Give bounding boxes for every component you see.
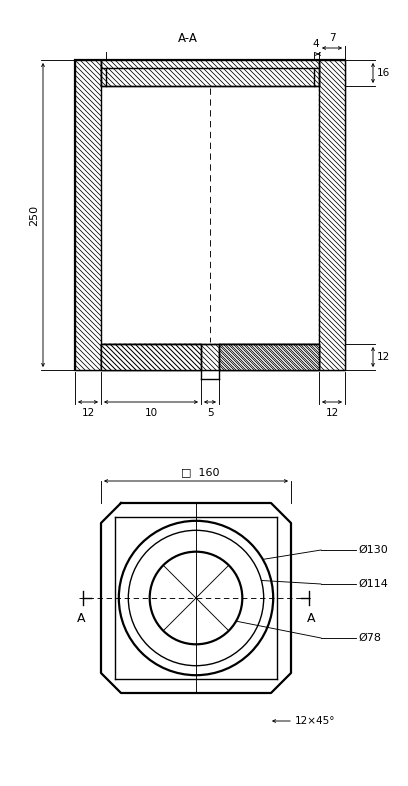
- Bar: [101, 60, 319, 86]
- Text: 7: 7: [329, 33, 335, 43]
- Bar: [319, 60, 345, 370]
- Text: A-A: A-A: [178, 31, 198, 45]
- Bar: [101, 344, 201, 370]
- Text: 12: 12: [325, 408, 339, 418]
- Text: Ø114: Ø114: [358, 579, 388, 589]
- Text: 250: 250: [29, 204, 39, 226]
- Bar: [101, 344, 319, 370]
- Bar: [219, 344, 319, 370]
- Text: 16: 16: [377, 68, 390, 78]
- Text: 12: 12: [81, 408, 95, 418]
- Text: 12: 12: [377, 352, 390, 362]
- Text: A: A: [307, 612, 315, 625]
- Text: 4: 4: [312, 39, 319, 49]
- Text: 10: 10: [144, 408, 157, 418]
- Bar: [75, 60, 101, 370]
- Bar: [75, 60, 345, 370]
- Text: 5: 5: [207, 408, 213, 418]
- Text: □  160: □ 160: [181, 467, 219, 477]
- Text: A: A: [77, 612, 85, 625]
- Text: Ø78: Ø78: [358, 633, 381, 643]
- Text: 12×45°: 12×45°: [295, 716, 335, 726]
- Text: Ø130: Ø130: [358, 545, 388, 555]
